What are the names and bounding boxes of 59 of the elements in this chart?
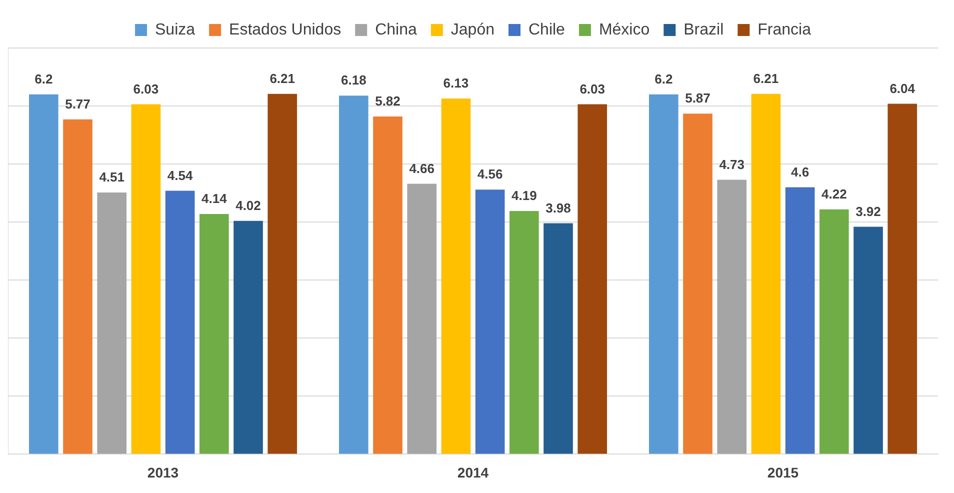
data-label: 5.87 [685,90,710,106]
data-label: 6.2 [654,72,673,86]
data-label: 4.02 [236,198,261,214]
data-label: 6.2 [34,72,53,86]
data-label: 4.6 [791,164,810,180]
bar [683,114,712,454]
legend-label: Estados Unidos [229,21,342,38]
data-label: 6.18 [340,72,366,88]
x-tick-label: 2014 [457,464,489,480]
bar [268,94,298,454]
bar [234,220,263,454]
bar [165,190,195,454]
data-label: 3.98 [546,200,571,216]
data-label: 4.56 [477,166,503,182]
data-label: 4.19 [511,188,537,204]
bar [28,94,58,454]
bar [544,223,573,454]
bar [131,104,161,454]
legend-label: Japón [450,21,494,38]
data-label: 4.14 [201,191,228,206]
legend-label: Francia [758,21,812,38]
bar [854,226,883,454]
bar [888,104,918,454]
data-label: 3.92 [856,204,881,219]
x-tick-label: 2013 [147,464,179,480]
bar [819,209,849,454]
bar [407,184,437,454]
x-tick-label: 2015 [767,464,799,480]
bar [578,104,608,454]
bar [717,180,747,454]
bar [199,214,229,454]
data-label: 4.51 [99,170,125,185]
data-label: 5.77 [65,96,90,112]
bar [785,187,815,454]
bar [338,96,368,454]
data-label: 4.54 [167,168,194,183]
data-label: 4.66 [409,160,435,176]
legend-label: Suiza [155,21,196,38]
data-label: 6.03 [133,81,159,96]
bar [97,192,127,454]
data-label: 6.21 [270,70,296,86]
bar [63,119,92,454]
legend-label: México [598,21,650,38]
bar [509,211,539,454]
data-label: 6.04 [890,80,916,96]
bar [441,98,471,454]
bar [648,94,678,454]
data-label: 4.73 [719,156,745,172]
bar [373,116,402,454]
legend-label: Chile [528,21,566,38]
legend-label: China [375,21,417,38]
legend-label: Brazil [684,21,724,38]
bar [475,190,505,454]
data-label: 6.13 [443,76,469,91]
data-label: 6.21 [753,70,779,86]
bar [751,94,781,454]
data-label: 4.22 [821,186,847,202]
data-label: 5.82 [375,94,400,109]
data-label: 6.03 [580,81,606,96]
